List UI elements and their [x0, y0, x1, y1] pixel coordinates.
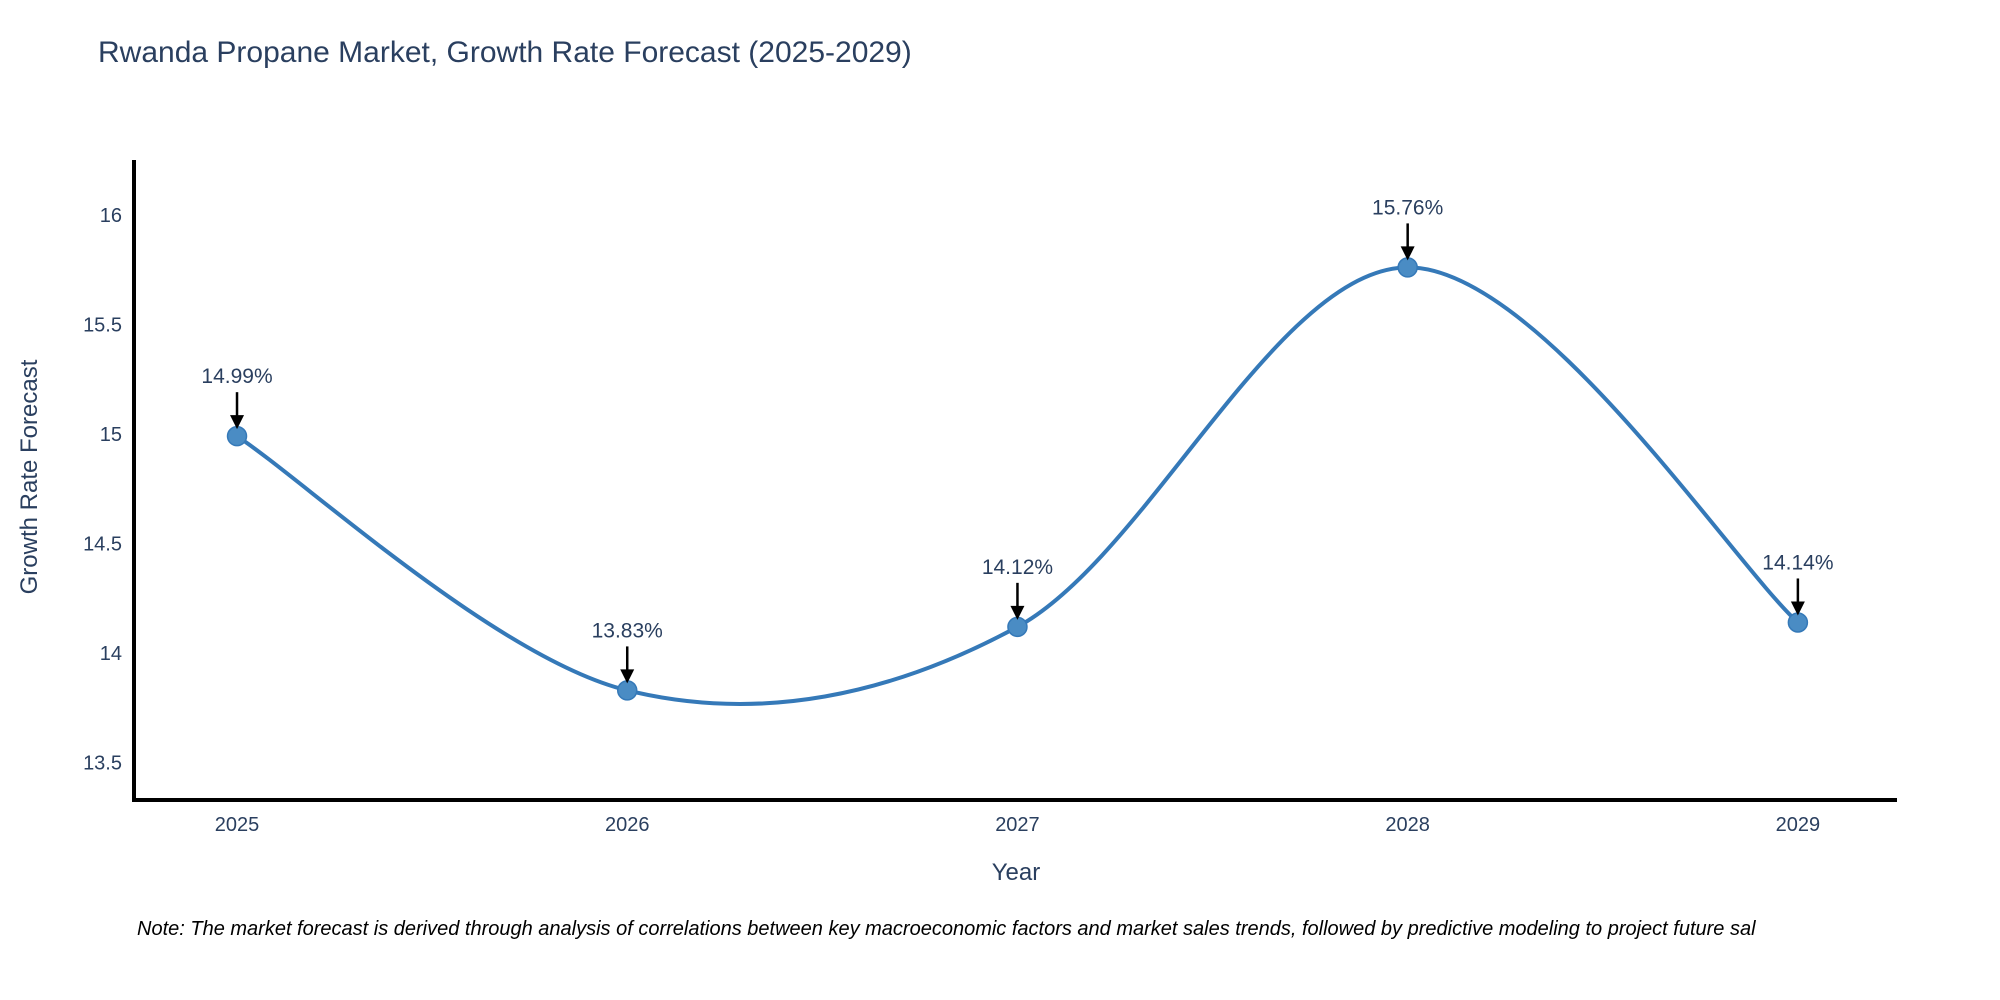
arrow-down-icon	[1400, 246, 1415, 261]
forecast-line	[235, 265, 1800, 707]
y-tick-label: 16	[100, 205, 122, 227]
x-tick-label: 2029	[1776, 814, 1821, 836]
point-value-label: 14.14%	[1762, 551, 1833, 574]
data-point-marker[interactable]	[1787, 612, 1809, 633]
data-point-marker[interactable]	[1007, 616, 1028, 638]
chart-title: Rwanda Propane Market, Growth Rate Forec…	[98, 36, 912, 69]
y-tick-label: 14	[100, 643, 122, 665]
data-point-marker[interactable]	[226, 425, 248, 447]
data-point-marker[interactable]	[1397, 257, 1418, 278]
x-tick-label: 2027	[995, 814, 1040, 836]
arrow-down-icon	[620, 669, 635, 684]
x-tick-label: 2026	[605, 814, 650, 836]
y-tick-label: 14.5	[83, 534, 122, 556]
x-tick-label: 2028	[1385, 814, 1430, 836]
y-tick-label: 13.5	[83, 753, 122, 775]
point-value-label: 14.12%	[982, 556, 1053, 579]
point-value-label: 14.99%	[201, 365, 272, 388]
arrow-down-icon	[230, 415, 245, 430]
arrow-down-icon	[1790, 601, 1805, 616]
x-tick-label: 2025	[215, 814, 260, 836]
y-tick-label: 15	[100, 424, 122, 446]
y-axis-title: Growth Rate Forecast	[16, 359, 43, 595]
point-value-label: 15.76%	[1372, 196, 1443, 219]
arrow-down-icon	[1010, 605, 1025, 620]
x-axis-title: Year	[991, 859, 1041, 886]
y-tick-label: 15.5	[83, 314, 122, 336]
chart-note: Note: The market forecast is derived thr…	[137, 918, 1756, 940]
data-point-marker[interactable]	[616, 680, 638, 701]
point-value-label: 13.83%	[592, 619, 663, 642]
